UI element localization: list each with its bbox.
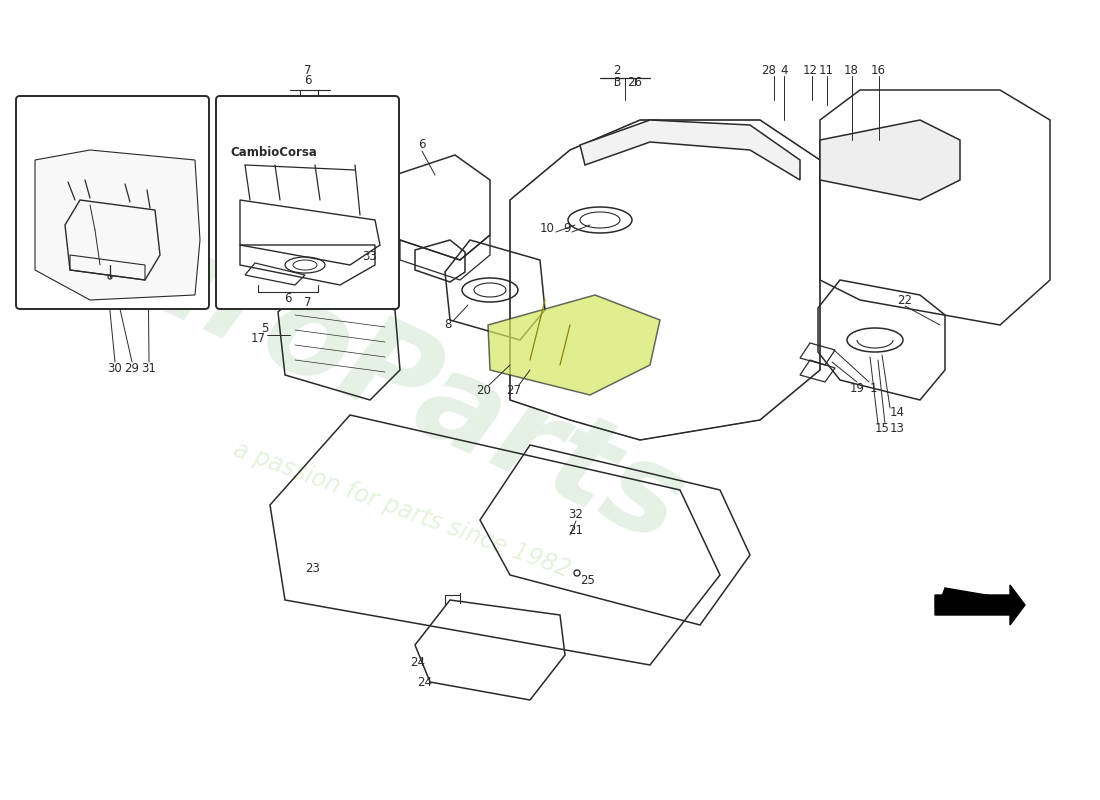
- Text: 6: 6: [284, 291, 292, 305]
- Text: 6: 6: [418, 138, 426, 151]
- Text: 28: 28: [761, 63, 777, 77]
- Text: 7: 7: [305, 63, 311, 77]
- Text: 13: 13: [890, 422, 904, 434]
- Text: 24: 24: [410, 655, 426, 669]
- Text: a passion for parts since 1982: a passion for parts since 1982: [230, 438, 573, 582]
- Text: 18: 18: [844, 63, 858, 77]
- Polygon shape: [580, 120, 800, 180]
- Polygon shape: [935, 585, 1025, 625]
- Text: 14: 14: [890, 406, 904, 418]
- Text: 30: 30: [108, 362, 122, 374]
- Polygon shape: [35, 150, 200, 300]
- Polygon shape: [940, 588, 1015, 612]
- Text: 16: 16: [870, 63, 886, 77]
- Text: 8: 8: [444, 318, 452, 331]
- Text: CambioCorsa: CambioCorsa: [230, 146, 317, 158]
- Text: 1: 1: [869, 382, 877, 394]
- Text: 17: 17: [251, 333, 265, 346]
- Text: 24: 24: [418, 677, 432, 690]
- Text: 25: 25: [580, 574, 595, 586]
- Text: 21: 21: [569, 523, 583, 537]
- Text: 12: 12: [803, 63, 817, 77]
- Text: 29: 29: [124, 362, 140, 374]
- Text: 6: 6: [305, 74, 311, 86]
- Text: 33: 33: [363, 250, 377, 263]
- Polygon shape: [820, 120, 960, 200]
- Text: 31: 31: [142, 362, 156, 374]
- Text: 4: 4: [780, 63, 788, 77]
- Text: 26: 26: [627, 75, 642, 89]
- Text: 15: 15: [874, 422, 890, 434]
- Text: 22: 22: [898, 294, 913, 306]
- Text: 9: 9: [563, 222, 571, 234]
- Text: 3: 3: [614, 75, 620, 89]
- Text: 27: 27: [506, 383, 521, 397]
- Text: 5: 5: [262, 322, 268, 335]
- Text: 11: 11: [818, 63, 834, 77]
- Text: euroParts: euroParts: [30, 170, 702, 570]
- Text: 10: 10: [540, 222, 554, 234]
- Text: 20: 20: [476, 383, 492, 397]
- Text: 32: 32: [569, 509, 583, 522]
- FancyBboxPatch shape: [16, 96, 209, 309]
- Text: 2: 2: [614, 63, 620, 77]
- Text: 7: 7: [305, 295, 311, 309]
- Text: 23: 23: [306, 562, 320, 574]
- FancyBboxPatch shape: [216, 96, 399, 309]
- Text: 19: 19: [849, 382, 865, 394]
- Polygon shape: [488, 295, 660, 395]
